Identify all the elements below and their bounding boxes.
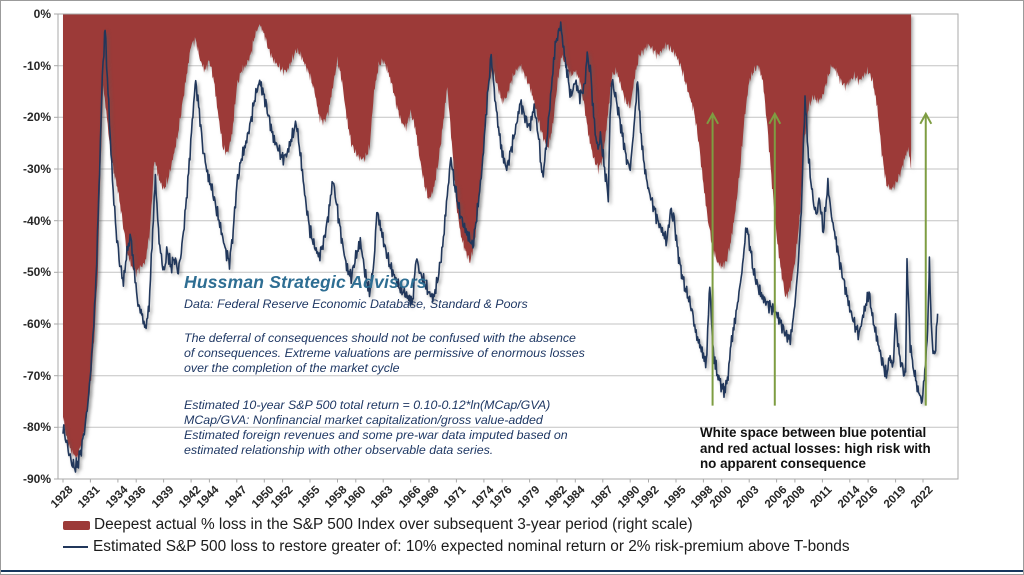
up-arrow [706, 111, 719, 406]
legend-label-actual-loss: Deepest actual % loss in the S&P 500 Ind… [94, 516, 693, 533]
method-line: MCap/GVA: Nonfinancial market capitaliza… [184, 413, 543, 427]
y-axis-label: -40% [22, 213, 51, 228]
legend-item-actual-loss: Deepest actual % loss in the S&P 500 Ind… [63, 514, 850, 536]
quote-annotation: The deferral of consequences should not … [184, 331, 585, 376]
estimated-loss-line [62, 21, 939, 473]
method-line: estimated relationship with other observ… [184, 443, 494, 457]
y-axis-label: -20% [22, 110, 51, 125]
legend-swatch-estimated-loss [63, 546, 88, 548]
quote-line: of consequences. Extreme valuations are … [184, 346, 585, 360]
quote-line: The deferral of consequences should not … [184, 331, 576, 345]
actual-loss-area [63, 14, 912, 461]
y-axis-label: -10% [22, 58, 51, 73]
y-axis-label: -70% [22, 368, 51, 383]
y-axis-label: -50% [22, 265, 51, 280]
methodology-annotation: Estimated 10-year S&P 500 total return =… [184, 398, 568, 458]
method-line: Estimated foreign revenues and some pre-… [184, 428, 568, 442]
whitespace-note-line: no apparent consequence [700, 456, 866, 472]
up-arrow [919, 111, 933, 406]
method-line: Estimated 10-year S&P 500 total return =… [184, 398, 551, 412]
bottom-rule [1, 570, 1023, 572]
whitespace-note-line: and red actual losses: high risk with [700, 440, 931, 456]
up-arrow [768, 111, 782, 406]
whitespace-note-line: White space between blue potential [700, 425, 927, 440]
whitespace-annotation: White space between blue potential and r… [700, 425, 931, 472]
legend-item-estimated-loss: Estimated S&P 500 loss to restore greate… [63, 536, 850, 558]
quote-line: over the completion of the market cycle [184, 361, 400, 375]
brand-title: Hussman Strategic Advisors [184, 272, 427, 292]
y-axis-label: 0% [33, 7, 51, 21]
legend-swatch-actual-loss [63, 520, 90, 530]
y-axis-label: -30% [22, 162, 51, 176]
y-axis-label: -90% [22, 472, 51, 486]
y-axis-label: -80% [22, 420, 51, 435]
plot-border [57, 13, 959, 480]
legend: Deepest actual % loss in the S&P 500 Ind… [63, 514, 850, 558]
y-axis-label: -60% [22, 317, 51, 331]
data-source-note: Data: Federal Reserve Economic Database,… [184, 297, 528, 311]
legend-label-estimated-loss: Estimated S&P 500 loss to restore greate… [93, 538, 850, 555]
